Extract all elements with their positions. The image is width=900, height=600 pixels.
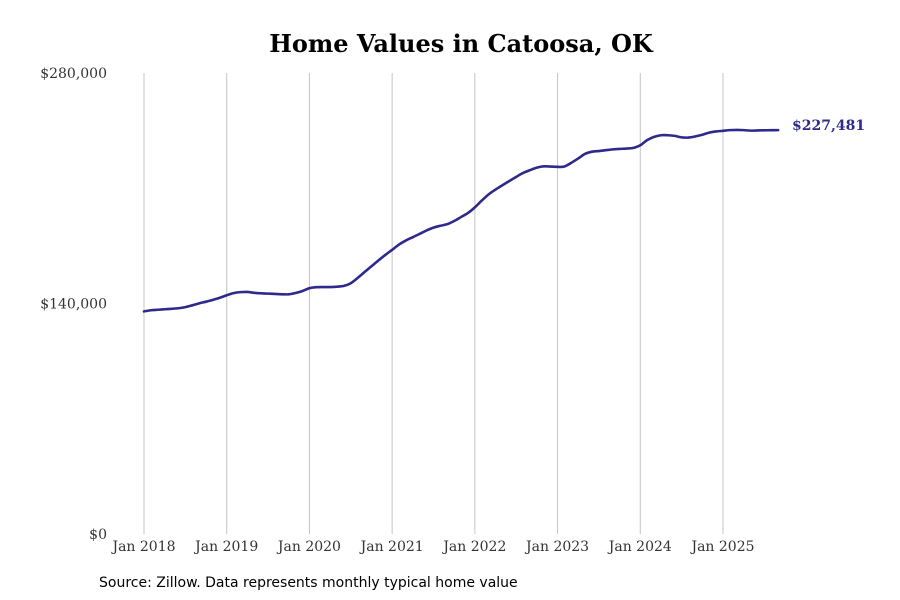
y-axis-ticks: $0 $140,000 $280,000 [40, 66, 107, 543]
x-tick-label: Jan 2023 [524, 539, 589, 555]
x-tick-label: Jan 2021 [359, 539, 424, 555]
y-tick-label: $0 [89, 527, 107, 543]
source-note: Source: Zillow. Data represents monthly … [99, 575, 518, 591]
chart-title: Home Values in Catoosa, OK [269, 29, 654, 58]
y-tick-label: $280,000 [40, 66, 107, 82]
x-axis-ticks: Jan 2018 Jan 2019 Jan 2020 Jan 2021 Jan 2022… [110, 539, 754, 555]
x-tick-label: Jan 2022 [441, 539, 506, 555]
x-tick-label: Jan 2018 [110, 539, 175, 555]
series-layer: $227,481 [142, 118, 865, 313]
y-tick-label: $140,000 [40, 297, 107, 313]
x-tick-label: Jan 2020 [276, 539, 341, 555]
series-line [142, 128, 780, 313]
x-tick-label: Jan 2025 [689, 539, 754, 555]
x-tick-label: Jan 2024 [607, 539, 672, 555]
x-tick-label: Jan 2019 [193, 539, 258, 555]
series-end-label: $227,481 [792, 118, 865, 134]
grid-lines [143, 73, 724, 534]
